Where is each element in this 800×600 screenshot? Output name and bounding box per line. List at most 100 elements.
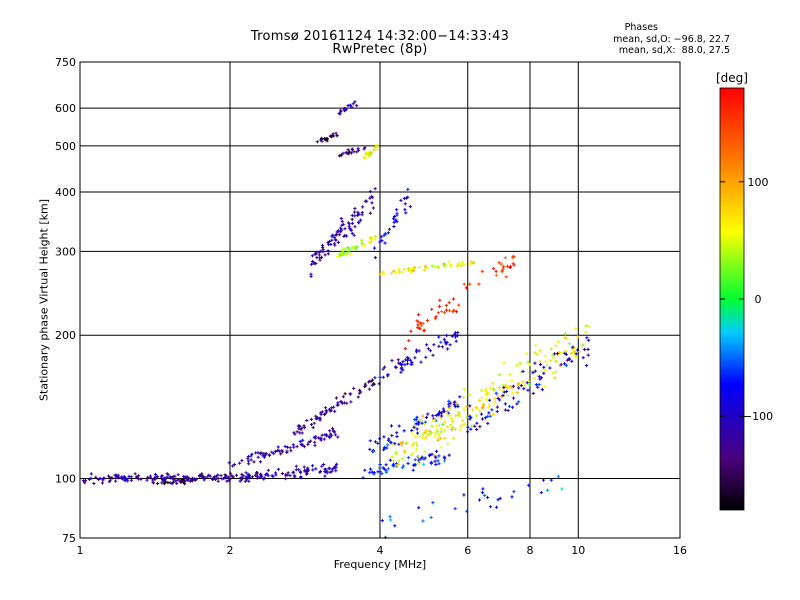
data-point bbox=[383, 232, 387, 236]
data-point bbox=[381, 270, 385, 274]
data-point bbox=[545, 363, 550, 367]
data-point bbox=[325, 139, 329, 143]
data-point bbox=[258, 475, 262, 479]
data-point bbox=[426, 412, 430, 416]
data-point bbox=[174, 479, 178, 483]
data-point bbox=[98, 476, 102, 480]
data-point bbox=[328, 409, 332, 413]
data-point bbox=[350, 221, 354, 225]
data-point bbox=[430, 264, 434, 268]
data-point bbox=[462, 282, 466, 286]
data-point bbox=[382, 448, 386, 452]
data-point bbox=[503, 408, 507, 412]
data-point bbox=[319, 411, 323, 415]
data-point bbox=[502, 265, 506, 269]
data-point bbox=[289, 449, 293, 453]
data-point bbox=[437, 344, 441, 348]
data-point bbox=[522, 387, 526, 391]
data-point bbox=[494, 269, 498, 273]
data-point bbox=[148, 474, 153, 478]
data-point bbox=[380, 239, 384, 243]
data-point bbox=[458, 414, 462, 418]
data-point bbox=[334, 464, 338, 468]
data-point bbox=[515, 402, 519, 406]
data-point bbox=[341, 151, 345, 155]
data-point bbox=[309, 439, 313, 443]
data-point bbox=[552, 352, 557, 356]
data-point bbox=[418, 321, 422, 325]
data-point bbox=[361, 243, 365, 247]
data-point bbox=[411, 451, 415, 455]
data-point bbox=[419, 360, 423, 364]
data-point bbox=[429, 431, 434, 435]
data-point bbox=[486, 421, 490, 425]
data-point bbox=[456, 413, 460, 417]
data-point bbox=[445, 425, 449, 429]
data-point bbox=[177, 478, 181, 482]
data-point bbox=[454, 402, 458, 406]
data-point bbox=[395, 435, 399, 439]
data-point bbox=[410, 428, 414, 433]
data-point bbox=[382, 435, 386, 439]
data-point bbox=[415, 319, 419, 323]
data-point bbox=[575, 348, 580, 352]
data-point bbox=[502, 385, 506, 390]
y-tick-label: 600 bbox=[55, 102, 76, 115]
data-point bbox=[393, 524, 397, 528]
data-point bbox=[497, 386, 501, 390]
data-point bbox=[501, 383, 505, 387]
data-point bbox=[376, 441, 380, 445]
data-point bbox=[497, 261, 501, 265]
data-point bbox=[436, 459, 440, 463]
data-point bbox=[392, 214, 396, 219]
data-point bbox=[437, 454, 441, 458]
data-point bbox=[343, 392, 347, 396]
data-point bbox=[437, 413, 441, 417]
data-point bbox=[437, 304, 441, 308]
data-point bbox=[447, 402, 451, 406]
data-point bbox=[312, 421, 316, 425]
data-point bbox=[291, 471, 295, 475]
data-point bbox=[294, 468, 298, 472]
data-point bbox=[335, 230, 339, 234]
data-point bbox=[423, 420, 427, 424]
data-point bbox=[375, 147, 379, 151]
data-point bbox=[422, 462, 426, 466]
data-point bbox=[352, 150, 356, 154]
data-point bbox=[426, 347, 430, 351]
data-point bbox=[160, 481, 164, 485]
data-point bbox=[417, 506, 421, 510]
data-point bbox=[538, 359, 542, 363]
data-point bbox=[386, 372, 390, 377]
data-point bbox=[462, 262, 466, 267]
x-tick-label: 2 bbox=[227, 544, 234, 557]
data-point bbox=[322, 462, 326, 467]
data-point bbox=[479, 388, 484, 392]
data-point bbox=[519, 370, 523, 374]
data-point bbox=[569, 351, 573, 355]
data-point bbox=[465, 415, 469, 419]
colorbar-tick-label: 0 bbox=[755, 293, 762, 306]
data-point bbox=[340, 153, 344, 157]
data-point bbox=[381, 375, 385, 379]
data-point bbox=[439, 416, 443, 420]
data-point bbox=[478, 409, 482, 413]
data-point bbox=[338, 154, 342, 158]
data-point bbox=[433, 434, 437, 438]
data-point bbox=[373, 145, 378, 149]
phase-o-stats: mean, sd,O: −96.8, 22.7 bbox=[613, 34, 730, 45]
data-point bbox=[389, 271, 393, 275]
data-point bbox=[479, 412, 484, 416]
data-point bbox=[587, 324, 591, 328]
data-point bbox=[510, 495, 514, 499]
x-tick-label: 10 bbox=[571, 544, 585, 557]
data-point bbox=[311, 426, 315, 430]
data-point bbox=[280, 450, 285, 454]
data-point bbox=[501, 393, 505, 398]
data-point bbox=[315, 416, 319, 421]
data-point bbox=[305, 471, 309, 475]
data-point bbox=[402, 267, 406, 271]
data-point bbox=[477, 498, 482, 502]
data-point bbox=[416, 462, 420, 466]
data-point bbox=[330, 426, 335, 430]
